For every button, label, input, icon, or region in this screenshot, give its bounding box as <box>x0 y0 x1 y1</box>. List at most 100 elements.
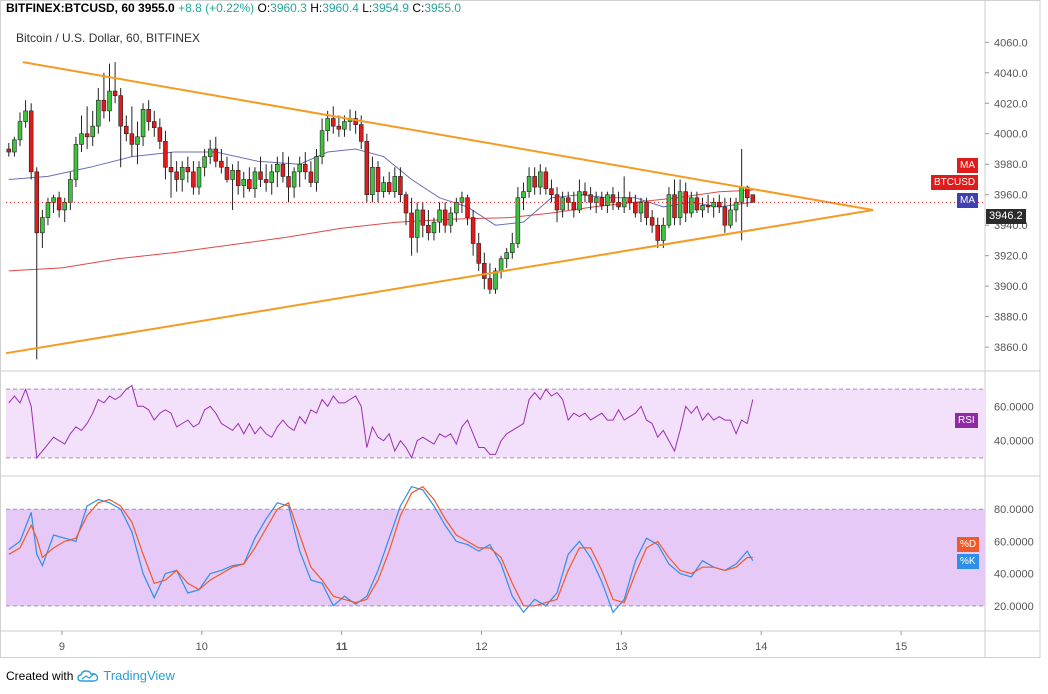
candle-body <box>537 171 543 188</box>
candle-body <box>442 209 448 226</box>
candle-body <box>342 121 347 130</box>
candle-body <box>247 179 252 189</box>
candle-body <box>577 191 582 211</box>
candle-body <box>493 270 498 290</box>
candle-body <box>420 209 426 226</box>
price-tick-label: 3960.0 <box>994 190 1028 202</box>
stoch-tick-label: 40.0000 <box>994 569 1034 581</box>
candle-body <box>258 171 263 180</box>
candle-body <box>56 197 62 211</box>
candle-body <box>633 202 638 214</box>
candle-body <box>392 176 398 192</box>
low-value: 3954.9 <box>372 1 409 15</box>
time-tick-label: 14 <box>755 641 767 653</box>
candle-body <box>750 194 756 203</box>
candle-body <box>437 209 442 223</box>
candle-body <box>571 202 577 211</box>
candle-body <box>476 243 481 264</box>
candle-body <box>728 209 733 226</box>
candle-body <box>84 133 90 138</box>
candle-body <box>68 179 73 203</box>
candle-body <box>73 144 79 180</box>
candle-body <box>414 209 420 238</box>
price-tick-label: 4020.0 <box>994 98 1028 110</box>
candle-body <box>28 110 34 173</box>
candle-body <box>588 194 593 203</box>
candle-body <box>107 90 112 112</box>
candle-body <box>96 99 101 127</box>
time-tick-label: 13 <box>615 641 627 653</box>
candle-body <box>219 160 224 168</box>
candle-body <box>403 194 409 214</box>
candle-body <box>448 212 454 226</box>
candle-body <box>661 224 666 241</box>
tradingview-cloud-icon <box>77 669 99 682</box>
candle-body <box>666 194 672 226</box>
candle-body <box>118 95 123 127</box>
candle-body <box>263 179 269 183</box>
candle-body <box>638 202 644 214</box>
candle-body <box>465 197 470 218</box>
candle-body <box>677 191 683 218</box>
candle-body <box>543 171 549 189</box>
candle-body <box>252 171 258 189</box>
price-change: +8.8 (+0.22%) <box>178 1 255 15</box>
candle-body <box>336 125 342 130</box>
candle-body <box>6 148 12 153</box>
candle-body <box>224 166 230 180</box>
candle-body <box>717 202 722 208</box>
price-tick-label: 3880.0 <box>994 312 1028 324</box>
candle-body <box>386 182 392 192</box>
candle-body <box>297 163 302 173</box>
candle-body <box>303 163 308 173</box>
candle-body <box>241 179 247 186</box>
low-label: L: <box>362 1 373 15</box>
candle-body <box>722 206 728 226</box>
stoch-k-tag: %K <box>957 554 979 569</box>
candle-body <box>191 171 196 188</box>
candle-body <box>627 197 633 203</box>
candle-body <box>17 121 23 141</box>
candle-body <box>101 99 107 112</box>
open-label: O: <box>257 1 271 15</box>
candle-body <box>560 197 565 211</box>
candle-body <box>213 148 219 162</box>
rsi-line <box>8 384 754 460</box>
candle-body <box>325 118 330 131</box>
time-tick-label: 15 <box>895 641 907 653</box>
open-value: 3960.3 <box>270 1 307 15</box>
candle-body <box>146 109 151 122</box>
tradingview-brand[interactable]: TradingView <box>103 668 175 683</box>
candle-body <box>40 217 45 234</box>
candle-body <box>700 205 705 211</box>
candle-body <box>62 202 67 211</box>
candle-body <box>129 133 135 145</box>
price-tick-label: 3980.0 <box>994 159 1028 171</box>
candle-body <box>353 118 358 125</box>
candle-body <box>314 156 319 183</box>
price-tick-label: 4000.0 <box>994 129 1028 141</box>
rsi-tag: RSI <box>955 413 978 428</box>
close-value: 3955.0 <box>424 1 462 15</box>
candle-body <box>51 197 56 203</box>
candle-body <box>431 221 437 234</box>
candle-body <box>744 186 750 199</box>
triangle-lower-line <box>5 209 874 355</box>
stoch-d-tag: %D <box>957 537 980 552</box>
candle-body <box>454 202 459 214</box>
close-label: C: <box>412 1 425 15</box>
high-value: 3960.4 <box>322 1 359 15</box>
candle-body <box>364 141 370 196</box>
btcusd-tag: BTCUSD <box>931 175 979 190</box>
candle-body <box>504 252 509 260</box>
stoch-band <box>6 509 985 606</box>
candle-body <box>694 197 700 211</box>
candle-body <box>286 176 291 188</box>
last-price: 3955.0 <box>138 1 175 15</box>
candle-body <box>202 156 207 168</box>
candle-body <box>140 109 146 138</box>
candle-body <box>291 171 297 188</box>
candle-body <box>45 202 51 218</box>
candle-body <box>207 148 213 157</box>
